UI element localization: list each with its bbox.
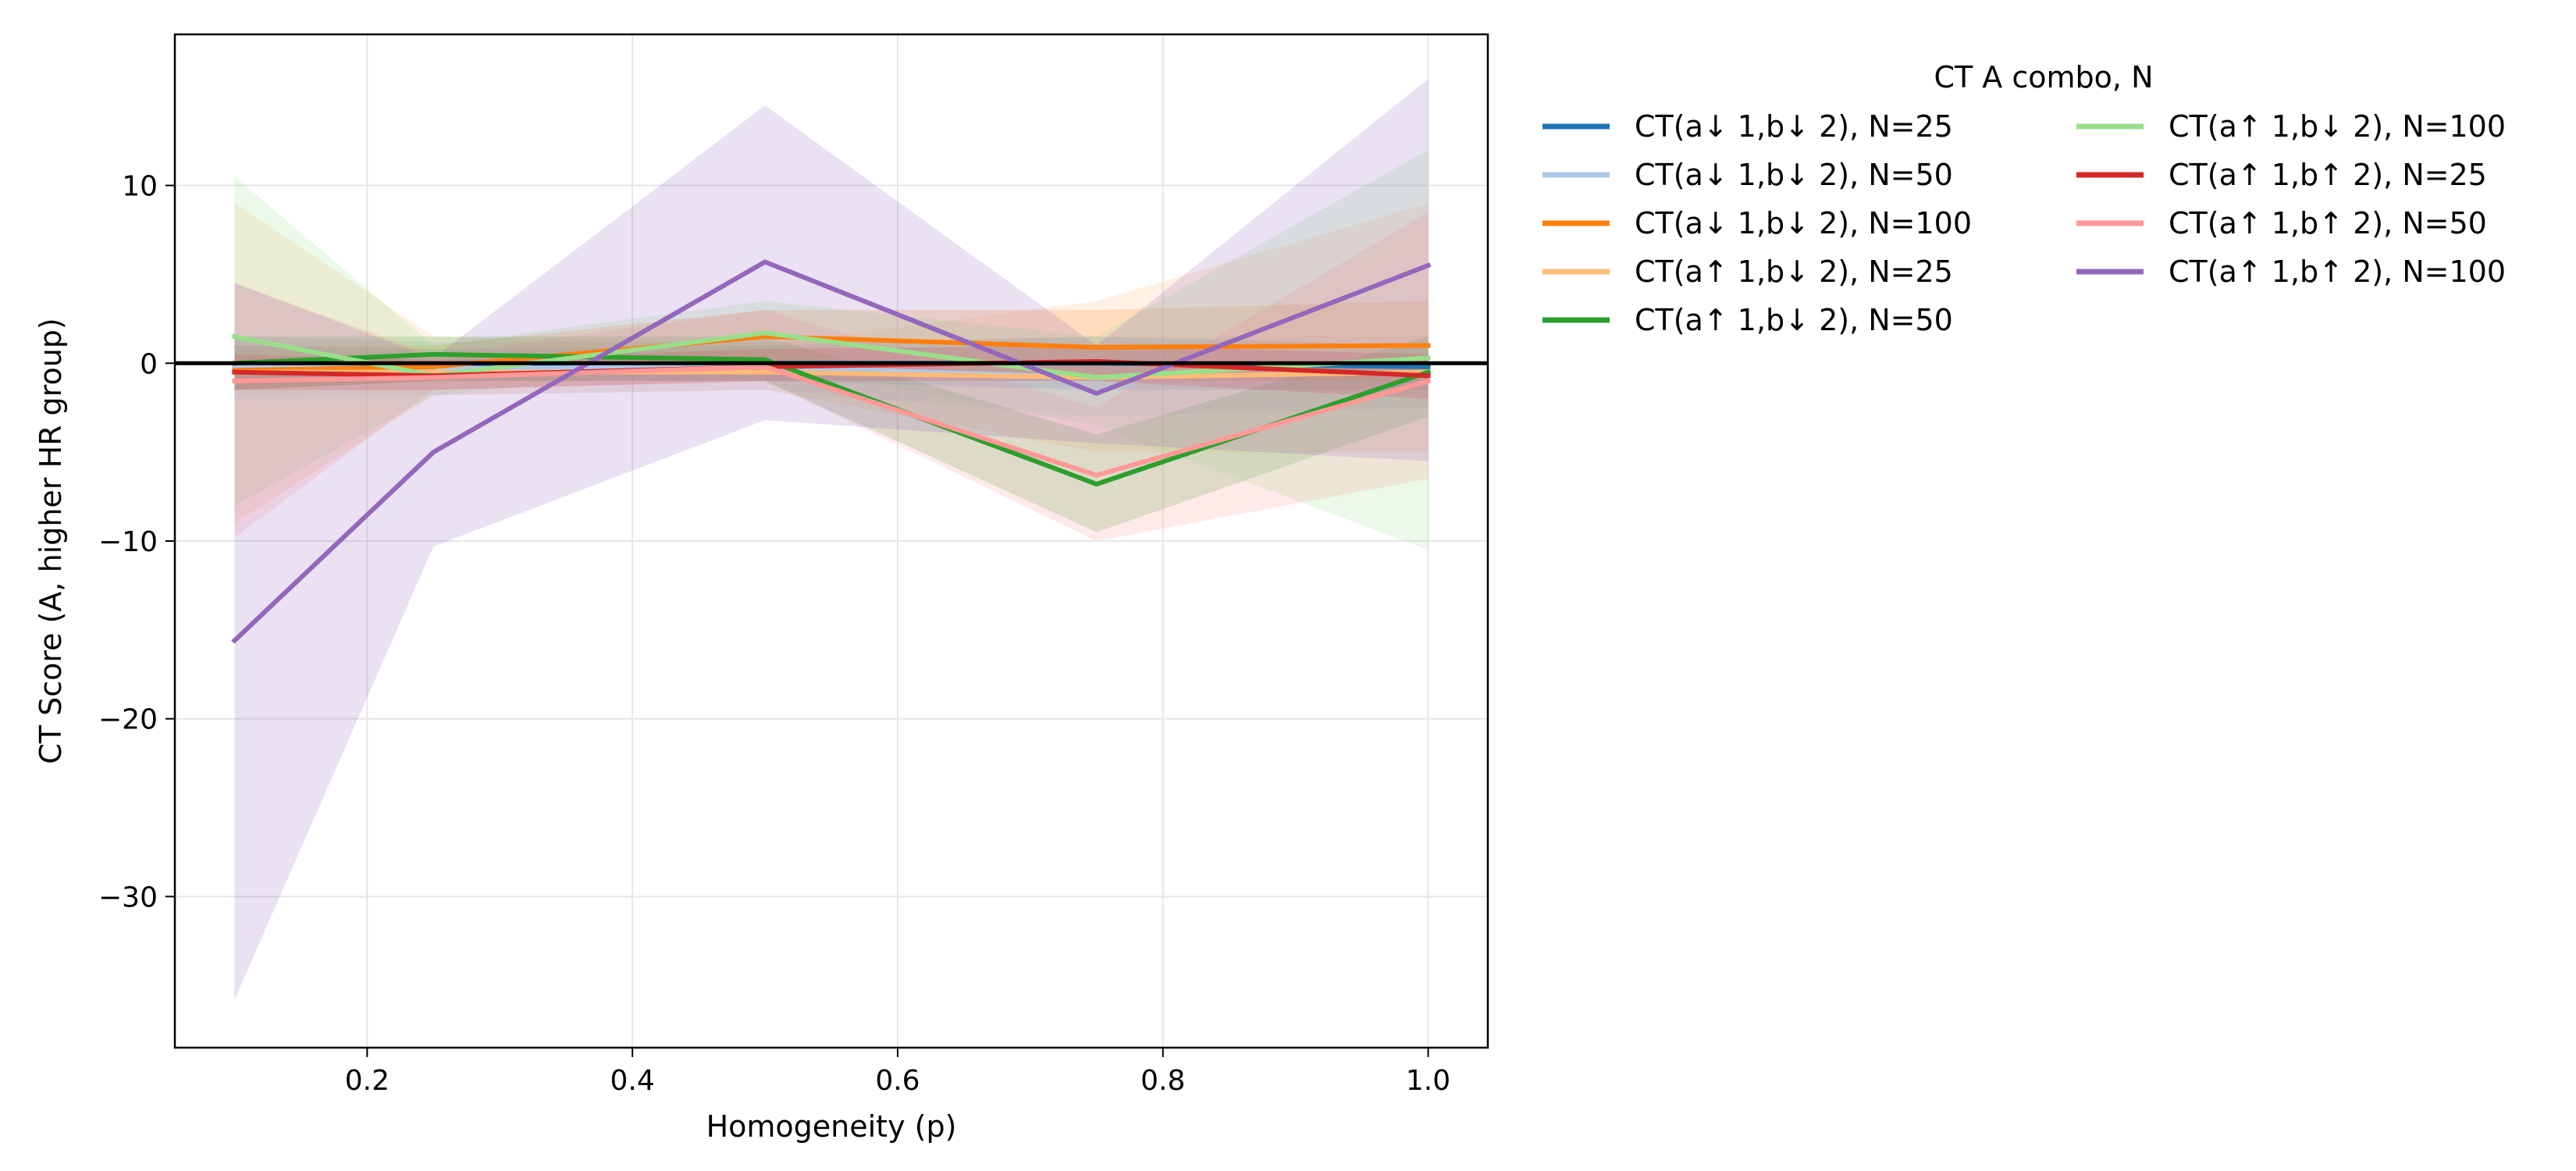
x-tick-label-3: 0.8 — [1140, 1065, 1185, 1097]
line-series-8 — [231, 259, 1432, 644]
legend-label-0: CT(a↓ 1,b↓ 2), N=25 — [1635, 109, 1953, 144]
band-series-8 — [234, 78, 1429, 1000]
legend-label-6: CT(a↑ 1,b↑ 2), N=25 — [2169, 158, 2487, 192]
legend-title: CT A combo, N — [1934, 60, 2153, 94]
legend-label-2: CT(a↓ 1,b↓ 2), N=100 — [1635, 206, 1972, 240]
y-tick-label-0: 10 — [122, 171, 158, 203]
x-tick-label-0: 0.2 — [345, 1065, 390, 1097]
legend-label-1: CT(a↓ 1,b↓ 2), N=50 — [1635, 158, 1953, 192]
legend-label-7: CT(a↑ 1,b↑ 2), N=50 — [2169, 206, 2487, 240]
legend-label-3: CT(a↑ 1,b↓ 2), N=25 — [1635, 254, 1953, 289]
y-axis-label: CT Score (A, higher HR group) — [34, 318, 68, 763]
legend-items: CT(a↓ 1,b↓ 2), N=25 CT(a↓ 1,b↓ 2), N=50 CT… — [1542, 109, 2506, 337]
y-tick-label-2: −10 — [98, 526, 158, 558]
band-series-5 — [234, 150, 1429, 550]
x-tick-label-4: 1.0 — [1406, 1065, 1450, 1097]
x-tick-label-2: 0.6 — [875, 1065, 920, 1097]
x-tick-label-1: 0.4 — [610, 1065, 655, 1097]
legend-label-8: CT(a↑ 1,b↑ 2), N=100 — [2169, 254, 2506, 289]
band-series-4 — [234, 336, 1429, 532]
line-series-7 — [232, 364, 1432, 478]
legend-label-5: CT(a↑ 1,b↓ 2), N=100 — [2169, 109, 2506, 144]
line-series-4 — [232, 351, 1432, 487]
band-series-7 — [234, 212, 1429, 541]
line-series-2 — [232, 334, 1431, 373]
x-axis-label: Homogeneity (p) — [706, 1109, 957, 1144]
line-series-3 — [232, 369, 1431, 380]
y-tick-label-4: −30 — [98, 881, 158, 913]
y-tick-label-3: −20 — [98, 704, 158, 736]
y-axis-ticks: 10 0 −10 −20 −30 — [98, 171, 175, 913]
legend-label-4: CT(a↑ 1,b↓ 2), N=50 — [1635, 303, 1953, 337]
y-tick-label-1: 0 — [140, 348, 158, 380]
x-axis-ticks: 0.2 0.4 0.6 0.8 1.0 — [345, 1048, 1450, 1097]
